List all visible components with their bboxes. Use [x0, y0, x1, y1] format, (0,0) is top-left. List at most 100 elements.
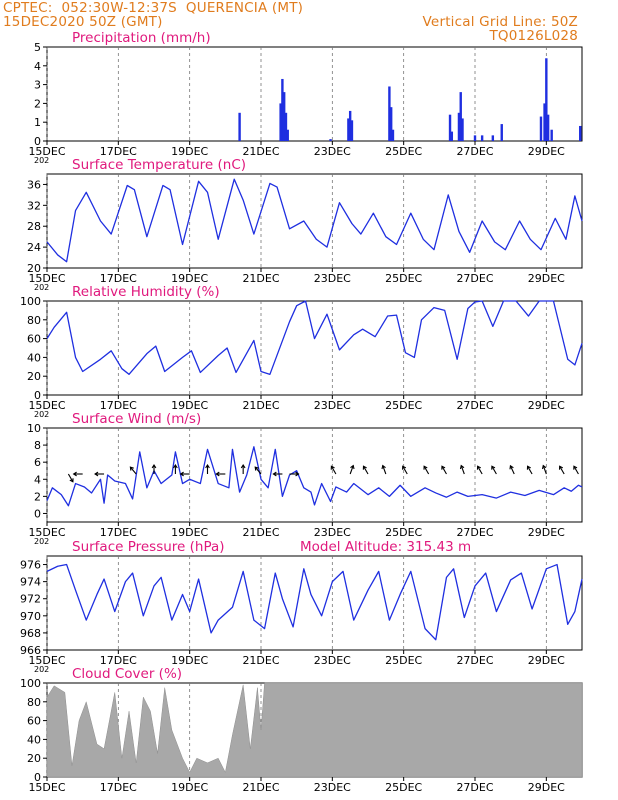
- y-tick-label: 32: [27, 199, 41, 212]
- x-tick-label: 17DEC: [100, 272, 137, 285]
- x-tick-label: 21DEC: [242, 654, 279, 667]
- wind-arrow-head: [254, 466, 259, 471]
- y-tick-label: 0: [34, 507, 41, 520]
- x-tick-label: 21DEC: [242, 145, 279, 158]
- x-tick-label: 21DEC: [242, 272, 279, 285]
- wind-arrow-head: [526, 465, 531, 470]
- precip-bar: [473, 135, 477, 141]
- y-tick-label: 4: [34, 60, 41, 73]
- x-tick-label: 23DEC: [314, 145, 351, 158]
- precip-bar: [388, 86, 391, 141]
- precip-bar: [545, 58, 548, 141]
- x-tick-label: 27DEC: [456, 781, 493, 794]
- x-tick-label: 25DEC: [385, 399, 422, 412]
- wind-arrow: [459, 464, 465, 475]
- y-tick-label: 80: [27, 696, 41, 709]
- precip-bar: [491, 135, 495, 141]
- wind-arrow: [179, 471, 190, 477]
- x-tick-label: 27DEC: [456, 272, 493, 285]
- precip-bar: [389, 107, 393, 141]
- wind-arrow-head: [381, 464, 386, 470]
- wind-arrow-head: [151, 463, 157, 469]
- wind-arrow-shaft: [460, 465, 465, 475]
- wind-arrow-head: [541, 464, 547, 470]
- year-fragment-label: 202: [34, 410, 49, 419]
- x-tick-label: 15DEC: [28, 272, 65, 285]
- x-tick-label: 19DEC: [171, 145, 208, 158]
- wind-arrow: [289, 471, 300, 477]
- wind-arrow-head: [558, 465, 564, 470]
- wind-arrow: [129, 466, 137, 475]
- x-tick-label: 23DEC: [314, 654, 351, 667]
- wind-arrow-head: [173, 463, 178, 469]
- cloud-cover-area: [46, 682, 583, 778]
- wind-arrow: [573, 465, 579, 475]
- panel-title: Relative Humidity (%): [72, 284, 220, 300]
- x-tick-label: 17DEC: [100, 526, 137, 539]
- wind-arrow: [67, 473, 74, 483]
- precip-bar: [459, 92, 462, 141]
- wind-arrow-shaft: [67, 473, 74, 483]
- y-tick-label: 3: [34, 79, 41, 92]
- x-tick-label: 21DEC: [242, 399, 279, 412]
- precip-bar: [480, 135, 484, 141]
- precip-bar: [543, 103, 546, 141]
- wind-arrow: [330, 465, 337, 475]
- year-fragment-label: 202: [34, 156, 49, 165]
- y-tick-label: 970: [20, 610, 41, 623]
- precip-bar: [279, 103, 282, 141]
- wind-arrow-head: [129, 466, 134, 471]
- wind-arrow-head: [72, 471, 77, 477]
- y-tick-label: 966: [20, 644, 41, 657]
- wind-arrow: [402, 465, 408, 475]
- panel-title: Surface Temperature (nC): [72, 157, 246, 173]
- x-tick-label: 17DEC: [100, 399, 137, 412]
- y-tick-label: 100: [20, 295, 41, 308]
- x-tick-label: 25DEC: [385, 526, 422, 539]
- x-tick-label: 19DEC: [171, 654, 208, 667]
- x-tick-label: 29DEC: [528, 272, 565, 285]
- wind-arrow-head: [491, 465, 496, 470]
- year-fragment-label: 202: [34, 283, 49, 292]
- wind-arrow-shaft: [423, 465, 430, 475]
- wind-arrow: [254, 466, 262, 475]
- wind-arrow: [240, 463, 246, 474]
- x-tick-label: 23DEC: [314, 272, 351, 285]
- wind-arrow: [509, 464, 515, 475]
- y-tick-label: 24: [27, 241, 41, 254]
- precip-bar: [282, 92, 286, 141]
- grid-note-label: Vertical Grid Line: 50Z: [422, 14, 578, 30]
- precip-bar: [546, 114, 550, 141]
- precip-bar: [539, 116, 543, 141]
- wind-arrow-head: [179, 471, 184, 477]
- x-tick-label: 25DEC: [385, 654, 422, 667]
- wind-arrow-head: [330, 465, 335, 470]
- x-tick-label: 29DEC: [528, 781, 565, 794]
- panel-annotation: Model Altitude: 315.43 m: [300, 539, 471, 555]
- wind-arrow-shaft: [441, 465, 447, 475]
- panel-frame: [46, 300, 583, 396]
- x-tick-label: 15DEC: [28, 654, 65, 667]
- x-tick-label: 23DEC: [314, 781, 351, 794]
- precip-bar: [450, 131, 454, 141]
- wind-arrow-shaft: [573, 465, 579, 475]
- wind-arrow: [349, 464, 355, 475]
- precip-bar: [457, 112, 461, 141]
- precip-bar: [286, 129, 289, 141]
- panel-title: Surface Wind (m/s): [72, 411, 201, 427]
- chart-header: CPTEC: 052:30W-12:37S QUERENCIA (MT) 15D…: [0, 0, 618, 46]
- precip-bar: [550, 129, 553, 141]
- wind-arrow-head: [509, 464, 514, 470]
- wind-arrow: [205, 463, 210, 474]
- x-tick-label: 29DEC: [528, 145, 565, 158]
- panel-frame: [46, 173, 583, 269]
- wind-arrow: [558, 465, 565, 475]
- init-time-label: 15DEC2020 50Z (GMT): [3, 14, 163, 30]
- y-tick-label: 0: [34, 135, 41, 148]
- x-tick-label: 27DEC: [456, 526, 493, 539]
- y-tick-label: 2: [34, 490, 41, 503]
- x-tick-label: 25DEC: [385, 272, 422, 285]
- wind-arrow: [362, 465, 369, 475]
- x-tick-label: 19DEC: [171, 399, 208, 412]
- series-line: [46, 300, 583, 375]
